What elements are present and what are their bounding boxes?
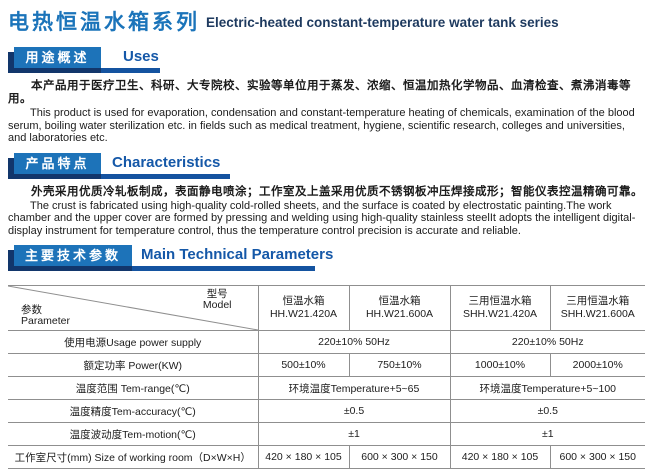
- row-value: 420 × 180 × 105: [449, 445, 550, 469]
- page-title-zh: 电热恒温水箱系列: [8, 11, 200, 34]
- row-value: 500±10%: [257, 353, 349, 377]
- column-header: 恒温水箱 HH.W21.600A: [348, 285, 450, 331]
- diagonal-line: [8, 286, 258, 330]
- row-label: 温度精度Tem-accuracy(℃): [69, 405, 196, 418]
- page-title: 电热恒温水箱系列 Electric-heated constant-tempera…: [8, 6, 644, 36]
- section-tab-parameters: 主要技术参数: [14, 245, 132, 266]
- row-value: 1000±10%: [449, 353, 550, 377]
- section-tab-characteristics: 产品特点: [14, 152, 101, 174]
- row-value: 220±10% 50Hz: [449, 330, 645, 354]
- section-title-uses-en: Uses: [123, 48, 159, 65]
- column-header: 恒温水箱 HH.W21.420A: [257, 285, 349, 331]
- table-row: 温度精度Tem-accuracy(℃) ±0.5 ±0.5: [8, 399, 645, 423]
- corner-model-en: Model: [202, 299, 232, 311]
- uses-paragraphs: 本产品用于医疗卫生、科研、大专院校、实验等单位用于蒸发、浓缩、恒温加热化学物品、…: [8, 80, 644, 145]
- corner-param-zh: 参数: [21, 304, 42, 316]
- section-title-characteristics-en: Characteristics: [112, 153, 221, 171]
- table-row: 温度范围 Tem-range(℃) 环境温度Temperature+5~65 环…: [8, 376, 645, 400]
- corner-model-label: 型号 Model: [203, 289, 232, 311]
- row-value: 环境温度Temperature+5~65: [257, 376, 450, 400]
- uses-paragraph-en: This product is used for evaporation, co…: [8, 107, 635, 144]
- table-row: 温度波动度Tem-motion(℃) ±1 ±1: [8, 422, 645, 446]
- row-value: 环境温度Temperature+5~100: [449, 376, 645, 400]
- column-name-zh: 恒温水箱: [378, 295, 421, 307]
- uses-paragraph-zh: 本产品用于医疗卫生、科研、大专院校、实验等单位用于蒸发、浓缩、恒温加热化学物品、…: [8, 80, 631, 105]
- characteristics-paragraph-en: The crust is fabricated using high-quali…: [8, 199, 636, 237]
- column-header: 三用恒温水箱 SHH.W21.600A: [549, 285, 645, 331]
- corner-model-zh: 型号: [206, 288, 228, 300]
- table-row: 使用电源Usage power supply 220±10% 50Hz 220±…: [8, 330, 645, 354]
- column-name-zh: 三用恒温水箱: [566, 295, 630, 307]
- row-label: 额定功率 Power(KW): [83, 359, 183, 372]
- table-header-row: 型号 Model 参数 Parameter 恒温水箱 HH.W21.420A 恒…: [8, 285, 645, 331]
- row-value: 420 × 180 × 105: [257, 445, 349, 469]
- row-label: 工作室尺寸(mm) Size of working room（D×W×H）: [14, 451, 251, 464]
- column-model: HH.W21.600A: [365, 308, 434, 320]
- row-label: 使用电源Usage power supply: [64, 336, 202, 349]
- section-header-parameters: 主要技术参数 Main Technical Parameters: [8, 245, 333, 271]
- corner-cell: 型号 Model 参数 Parameter: [8, 286, 258, 331]
- table-row: 额定功率 Power(KW) 500±10% 750±10% 1000±10% …: [8, 353, 645, 377]
- column-model: SHH.W21.600A: [560, 308, 635, 320]
- row-label: 温度范围 Tem-range(℃): [75, 382, 190, 395]
- corner-param-en: Parameter: [21, 315, 71, 327]
- page-title-en: Electric-heated constant-temperature wat…: [206, 15, 559, 30]
- row-value: 600 × 300 × 150: [549, 445, 645, 469]
- spec-table: 型号 Model 参数 Parameter 恒温水箱 HH.W21.420A 恒…: [8, 285, 645, 469]
- row-value: 750±10%: [348, 353, 450, 377]
- row-value: ±1: [449, 422, 645, 446]
- column-name-zh: 三用恒温水箱: [468, 295, 532, 307]
- column-model: SHH.W21.420A: [462, 308, 538, 320]
- section-underline: [8, 266, 315, 271]
- section-title-parameters-en: Main Technical Parameters: [141, 246, 334, 263]
- column-header: 三用恒温水箱 SHH.W21.420A: [449, 285, 550, 331]
- section-header-uses: 用途概述 Uses: [8, 47, 160, 73]
- section-tab-uses: 用途概述: [14, 47, 101, 68]
- characteristics-paragraph-zh: 外壳采用优质冷轧板制成，表面静电喷涂；工作室及上盖采用优质不锈钢板冲压焊接成形；…: [31, 185, 643, 198]
- characteristics-paragraphs: 外壳采用优质冷轧板制成，表面静电喷涂；工作室及上盖采用优质不锈钢板冲压焊接成形；…: [8, 186, 644, 238]
- section-underline: [8, 173, 230, 179]
- row-value: 2000±10%: [549, 353, 645, 377]
- row-value: 220±10% 50Hz: [257, 330, 450, 354]
- table-row: 工作室尺寸(mm) Size of working room（D×W×H） 42…: [8, 445, 645, 469]
- row-value: 600 × 300 × 150: [348, 445, 450, 469]
- column-model: HH.W21.420A: [269, 308, 338, 320]
- corner-param-label: 参数 Parameter: [21, 305, 70, 327]
- column-name-zh: 恒温水箱: [282, 295, 325, 307]
- row-value: ±0.5: [257, 399, 450, 423]
- section-header-characteristics: 产品特点 Characteristics: [8, 152, 230, 179]
- row-value: ±0.5: [449, 399, 645, 423]
- row-label: 温度波动度Tem-motion(℃): [69, 428, 196, 441]
- row-value: ±1: [257, 422, 450, 446]
